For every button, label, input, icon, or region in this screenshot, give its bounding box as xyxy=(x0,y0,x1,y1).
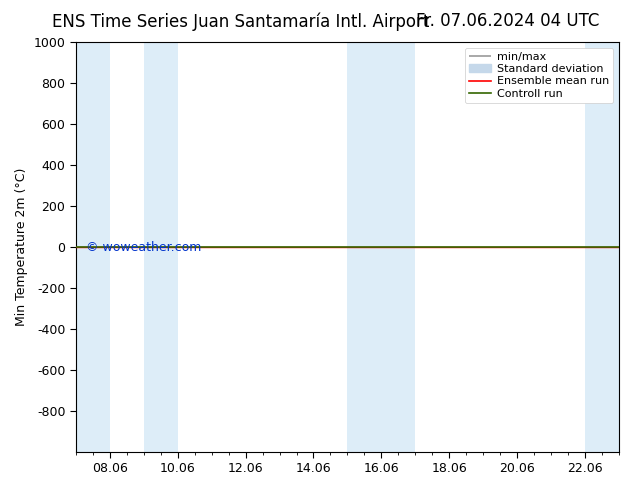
Text: Fr. 07.06.2024 04 UTC: Fr. 07.06.2024 04 UTC xyxy=(415,12,599,30)
Bar xyxy=(76,42,110,452)
Y-axis label: Min Temperature 2m (°C): Min Temperature 2m (°C) xyxy=(15,168,28,326)
Bar xyxy=(347,42,382,452)
Bar xyxy=(144,42,178,452)
Text: ENS Time Series Juan Santamaría Intl. Airport: ENS Time Series Juan Santamaría Intl. Ai… xyxy=(52,12,430,31)
Text: © woweather.com: © woweather.com xyxy=(86,241,202,254)
Bar xyxy=(585,42,619,452)
Legend: min/max, Standard deviation, Ensemble mean run, Controll run: min/max, Standard deviation, Ensemble me… xyxy=(465,48,614,103)
Bar xyxy=(382,42,415,452)
